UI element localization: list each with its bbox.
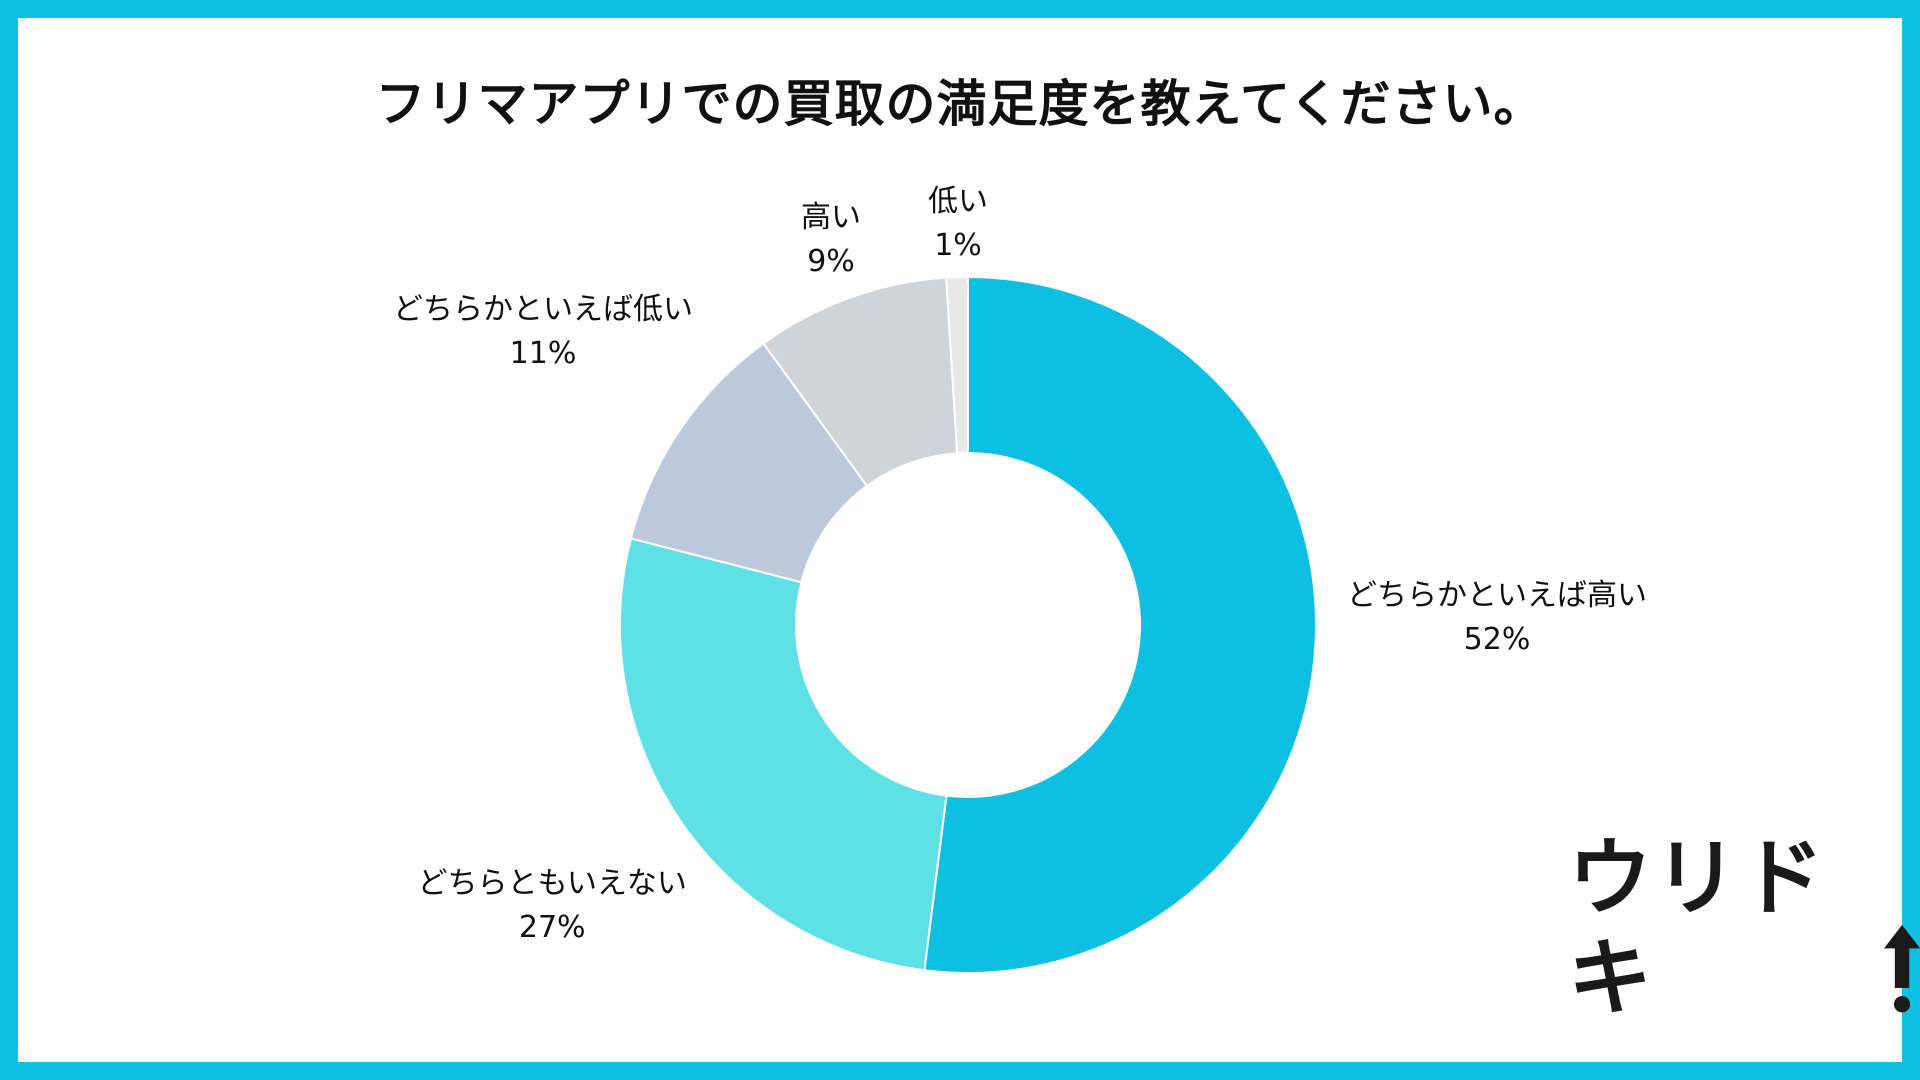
slice-value-label: 1% [934,228,982,263]
logo-text: ウリドキ [1568,829,1827,1027]
slice-value-label: 27% [518,910,586,945]
slice-label: どちらかといえば低い 11% [393,288,693,376]
chart-title: フリマアプリでの買取の満足度を教えてください。 [375,75,1545,133]
donut-slice [945,275,969,455]
slice-category-label: どちらかといえば高い [1347,578,1647,613]
slice-value-label: 52% [1463,622,1531,657]
slice-label: 高い 9% [801,196,861,284]
slice-category-label: どちらかといえば低い [393,292,693,327]
slice-label: 低い 1% [928,180,988,268]
slice-category-label: 高い [801,200,861,235]
donut-slice [629,342,869,584]
slice-label: どちらかといえば高い 52% [1347,574,1647,662]
donut-slice [619,537,948,972]
slice-value-label: 11% [509,336,577,371]
donut-slice [923,275,1317,974]
slice-category-label: 低い [928,184,988,219]
slice-label: どちらともいえない 27% [418,862,687,950]
brand-logo: ウリドキ [1568,829,1920,1028]
slice-value-label: 9% [807,244,855,279]
slice-category-label: どちらともいえない [417,866,687,901]
up-arrow-icon [1883,924,1920,1013]
